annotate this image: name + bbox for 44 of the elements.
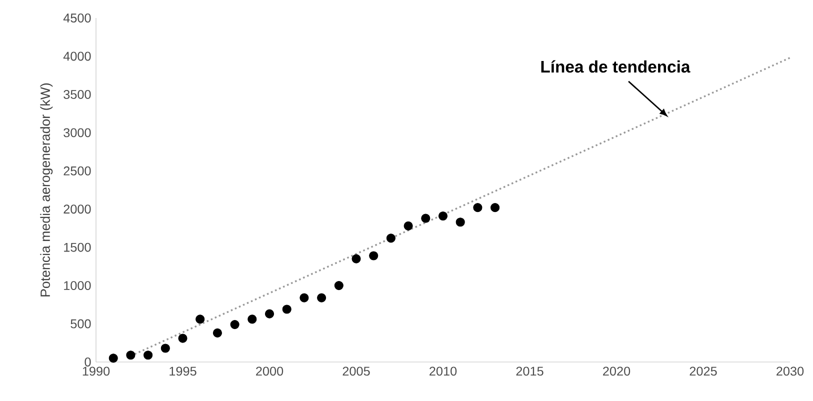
point <box>438 211 448 221</box>
y-tick-label: 4000 <box>63 52 91 61</box>
y-tick-label: 4500 <box>63 14 91 22</box>
point <box>230 320 240 330</box>
y-tick-label: 500 <box>70 319 91 328</box>
x-tick-label: 2020 <box>603 366 630 376</box>
y-tick-label: 1500 <box>64 242 91 252</box>
point <box>144 350 153 360</box>
point <box>369 251 378 260</box>
point <box>212 328 222 338</box>
y-tick-label: 3000 <box>64 128 91 138</box>
x-tick-label: 2000 <box>256 366 284 376</box>
x-tick-label: 2005 <box>342 366 370 376</box>
point <box>386 234 396 243</box>
point <box>317 293 326 302</box>
point <box>108 354 118 363</box>
point <box>404 221 413 230</box>
x-tick-label: 2025 <box>690 366 717 376</box>
point <box>196 314 205 324</box>
x-tick-label: 1990 <box>82 366 110 376</box>
point <box>352 254 361 264</box>
y-tick-label: 3500 <box>64 90 91 99</box>
y-tick-label: 2500 <box>64 166 91 176</box>
point <box>300 293 309 302</box>
x-tick-label: 2015 <box>516 366 544 376</box>
y-tick-label: 2000 <box>64 204 91 214</box>
point <box>490 203 500 212</box>
annotation: Línea de tendencia <box>541 60 690 73</box>
point <box>178 334 188 343</box>
point <box>473 203 482 212</box>
y-tick-label: 1000 <box>64 281 91 290</box>
y-tick-label: 0 <box>84 358 91 366</box>
point <box>456 218 465 227</box>
point <box>160 344 170 353</box>
point <box>334 281 344 290</box>
x-tick-label: 2030 <box>776 366 804 376</box>
x-tick-label: 1995 <box>170 366 196 376</box>
point <box>248 314 257 324</box>
point <box>126 350 136 360</box>
point <box>264 309 274 318</box>
y-axis-title: Potencia media aerogenerador (kW) <box>40 83 53 296</box>
x-tick-label: 2010 <box>430 366 457 376</box>
point <box>421 214 430 223</box>
point <box>282 304 292 314</box>
